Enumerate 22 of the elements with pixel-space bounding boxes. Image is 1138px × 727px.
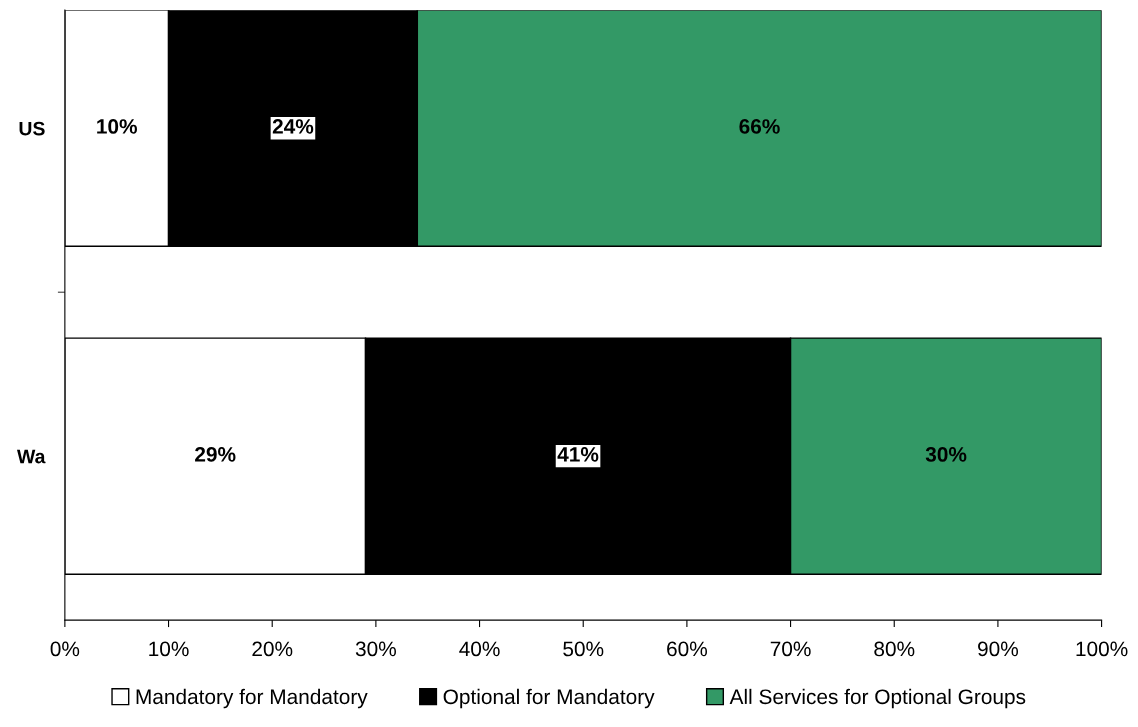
x-tick-label: 100% bbox=[1076, 641, 1128, 657]
legend-label: All Services for Optional Groups bbox=[729, 688, 1026, 709]
legend-label: Mandatory for Mandatory bbox=[136, 688, 368, 709]
x-tick-label: 30% bbox=[355, 641, 396, 657]
data-label: 66% bbox=[739, 119, 780, 134]
x-tick-label: 60% bbox=[667, 641, 708, 657]
data-label: 41% bbox=[557, 447, 599, 462]
data-label: 29% bbox=[195, 447, 236, 462]
data-label: 24% bbox=[272, 119, 314, 134]
x-tick-label: 90% bbox=[978, 641, 1019, 657]
legend-label: Optional for Mandatory bbox=[443, 688, 655, 709]
x-tick-label: 50% bbox=[563, 641, 604, 657]
x-tick-label: 80% bbox=[874, 641, 915, 657]
y-tick-label: US bbox=[19, 121, 45, 136]
data-label: 30% bbox=[925, 447, 967, 462]
data-label: 10% bbox=[97, 119, 137, 134]
x-tick-label: 20% bbox=[252, 641, 293, 657]
y-tick-label: Wa bbox=[17, 449, 46, 464]
x-tick-label: 10% bbox=[149, 641, 189, 657]
x-tick-label: 70% bbox=[770, 641, 811, 657]
x-tick-label: 40% bbox=[459, 641, 500, 657]
x-tick-label: 0% bbox=[50, 641, 80, 657]
